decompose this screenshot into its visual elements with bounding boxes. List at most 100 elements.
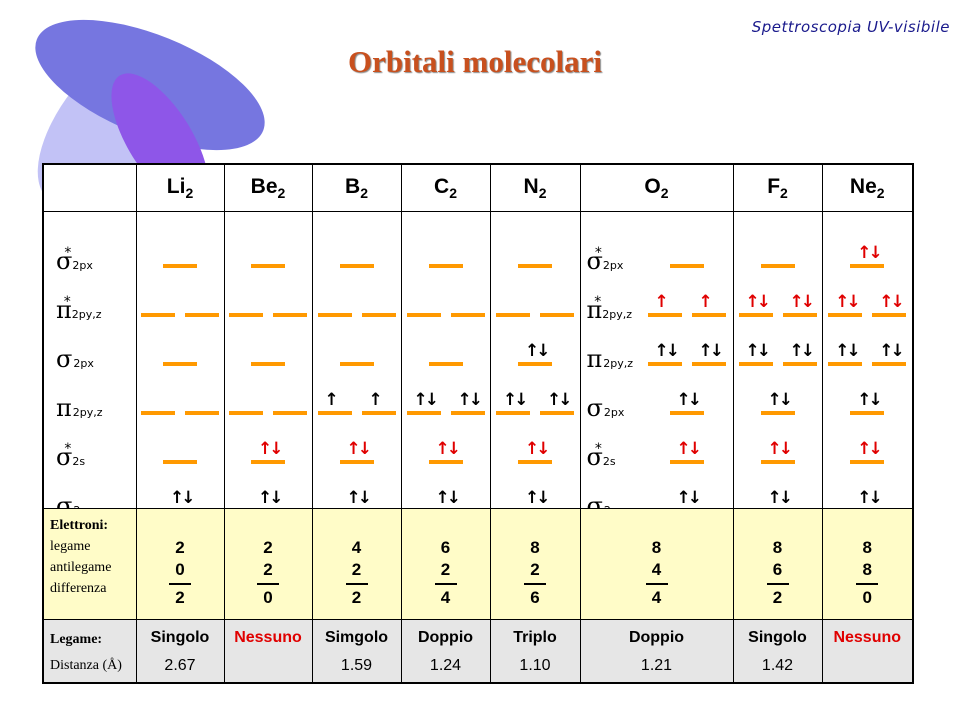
electron-pair-arrows: ↑↓ [857, 488, 882, 509]
orbital-label: σ*2px [586, 245, 624, 276]
orbital-subscript: 2py,z [72, 406, 103, 420]
orbital-row: ↑↓ [823, 238, 913, 286]
bond-row: Legame: Distanza (Å) Singolo 2.67 Nessuno… [42, 619, 914, 684]
orbital-symbol: π [56, 394, 72, 423]
electron-arrow: ↑ [698, 292, 713, 313]
orbital-symbol: π [586, 296, 603, 325]
bond-distance: 1.24 [429, 657, 462, 675]
bond-type: Singolo [150, 629, 210, 647]
energy-level [163, 362, 197, 367]
orbital-row: ↑↓ [313, 434, 401, 482]
energy-level [251, 264, 285, 269]
energy-level [428, 460, 463, 465]
energy-level [850, 264, 885, 269]
orbital-row: π2py,z [44, 385, 136, 433]
bonding-count: 8 [862, 538, 872, 558]
molecule-header: Li2 [135, 163, 225, 213]
bond-type: Triplo [513, 629, 557, 647]
energy-level [647, 362, 682, 367]
energy-level [782, 362, 817, 367]
energy-level [428, 362, 463, 367]
electron-pair-arrows: ↑↓ [767, 439, 793, 460]
electron-pair-arrows: ↑↓ [258, 488, 283, 509]
orbital-row: ↑↓ ↑↓ [641, 336, 733, 384]
energy-level [669, 460, 704, 465]
molecule-symbol: C [434, 175, 450, 199]
orbital-symbol: σ [56, 247, 73, 276]
bonding-count: 2 [175, 538, 185, 558]
orbital-label: σ*2s [586, 441, 616, 472]
orbital-row [313, 238, 401, 286]
electron-pair-arrows: ↑↓ [435, 439, 461, 460]
difference-count: 6 [530, 588, 540, 608]
orbital-subscript: 2px [602, 259, 624, 273]
orbital-row: ↑↓ ↑↓ [823, 336, 913, 384]
orbital-diagram: ↑ ↑ ↑↓ ↑↓ [311, 211, 402, 514]
orbital-row [137, 434, 224, 482]
electron-pair-arrows: ↑↓ [835, 341, 860, 362]
energy-level [496, 313, 530, 318]
orbital-diagram: ↑↓ ↑↓ ↑↓ ↑↓ [400, 211, 491, 514]
orbital-symbol: σ [586, 443, 603, 472]
orbital-subscript: 2py,z [603, 357, 634, 371]
energy-level [691, 362, 726, 367]
energy-level [428, 264, 463, 269]
energy-level [141, 313, 175, 318]
electron-pair-arrows: ↑↓ [698, 341, 724, 362]
subtraction-line [257, 583, 279, 586]
molecule-header: B2 [311, 163, 402, 213]
energy-level [669, 411, 704, 416]
orbital-diagram: ↑↑↑↓↑↓↑↓↑↓↑↓σ*2pxπ*2py,zπ2py,zσ2pxσ*2sσ2… [579, 211, 734, 520]
orbital-row [641, 238, 733, 286]
orbital-row [137, 385, 224, 433]
orbital-levels: ↑↓ ↑↓ [225, 212, 312, 514]
difference-count: 4 [651, 588, 662, 608]
energy-level [496, 411, 530, 416]
molecule-symbol: O [644, 175, 661, 199]
energy-level [828, 362, 863, 367]
energy-level [317, 313, 352, 318]
orbital-label: π2py,z [587, 345, 634, 373]
bond-info: Singolo 2.67 [135, 619, 225, 684]
bond-info: Singolo 1.42 [732, 619, 823, 684]
energy-level [406, 313, 441, 318]
orbital-diagram: ↑↓ [135, 211, 225, 514]
orbital-row [225, 385, 312, 433]
energy-level [339, 362, 374, 367]
electron-pair-arrows: ↑↓ [676, 488, 702, 509]
orbital-row: σ*2s [44, 434, 136, 482]
orbital-diagram: ↑↓ ↑↓ ↑↓ ↑↓ ↑↓ [489, 211, 581, 514]
energy-level [828, 313, 863, 318]
distance-label: Distanza (Å) [50, 658, 122, 674]
orbital-row: π2py,z [581, 336, 641, 384]
antibonding-star: * [594, 245, 602, 262]
electron-pair-arrows: ↑↓ [525, 488, 550, 509]
slide-subtitle: Spettroscopia UV-visibile [751, 18, 950, 36]
orbital-row: σ2px [581, 385, 641, 433]
antibonding-star: * [63, 294, 71, 311]
orbital-subscript: 2s [602, 455, 616, 469]
electron-arrow: ↑ [368, 390, 383, 411]
orbital-subscript: 2s [72, 455, 86, 469]
orbital-row: ↑↓ [641, 385, 733, 433]
orbital-symbol: σ [586, 247, 603, 276]
bond-type: Doppio [628, 629, 685, 647]
orbital-row: ↑↓ ↑↓ [823, 287, 913, 335]
antibonding-count: 6 [772, 560, 783, 580]
subtraction-line [169, 583, 191, 586]
orbital-row [225, 336, 312, 384]
electron-pair-arrows: ↑↓ [457, 390, 483, 411]
electron-pair-arrows: ↑↓ [413, 390, 439, 411]
energy-level [339, 264, 374, 269]
bond-heading: Legame: [50, 632, 103, 648]
electron-pair-arrows: ↑↓ [745, 341, 771, 362]
orbital-label: π*2py,z [586, 294, 633, 325]
antibonding-star: * [594, 441, 602, 458]
